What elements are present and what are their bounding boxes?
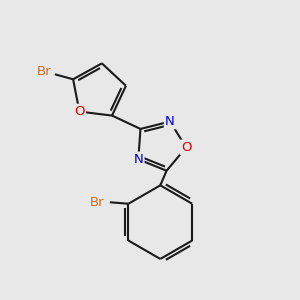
Text: Br: Br (90, 196, 105, 209)
Text: O: O (74, 105, 85, 118)
Text: Br: Br (36, 65, 51, 78)
Text: N: N (134, 153, 143, 166)
Text: N: N (165, 115, 175, 128)
Text: O: O (181, 141, 191, 154)
